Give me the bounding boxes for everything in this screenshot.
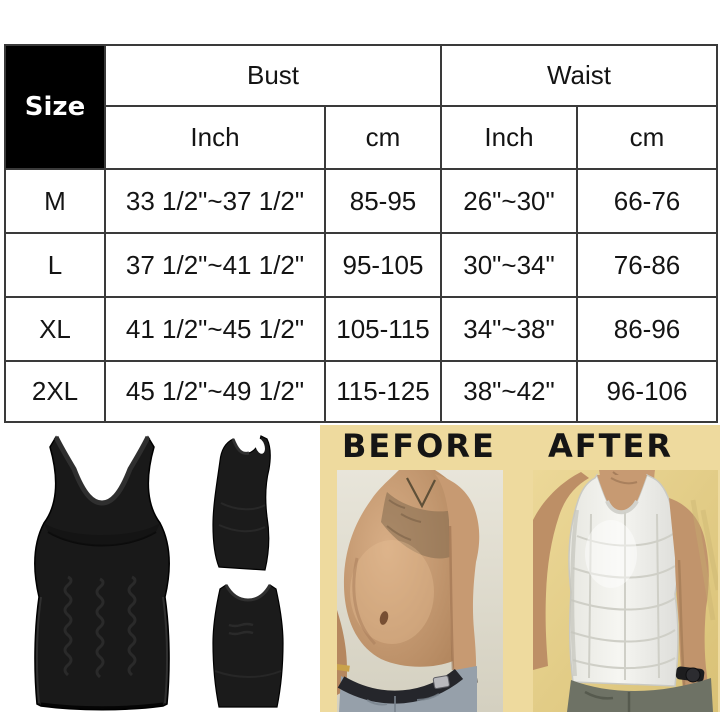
waist-group-header: Waist [439, 44, 719, 107]
bust-cm-header: cm [324, 104, 442, 171]
sub-header-row: Inch cm Inch cm [5, 104, 719, 171]
waist-cm-header: cm [575, 104, 719, 171]
size-corner-cell: Size [4, 44, 106, 170]
before-label: BEFORE [342, 427, 496, 465]
group-header-row: Size Bust Waist [4, 44, 719, 170]
before-after-panel: BEFORE AFTER [320, 425, 720, 712]
bust-inch-cell: 37 1/2"~41 1/2" [104, 232, 326, 298]
waist-inch-header: Inch [440, 104, 578, 171]
size-cell: M [4, 168, 106, 234]
bust-group-header: Bust [104, 44, 442, 107]
waist-inch-cell: 30"~34" [440, 232, 578, 298]
bust-cm-cell: 85-95 [324, 168, 442, 234]
table-row-l: L 37 1/2"~41 1/2" 95-105 30"~34" 76-86 [4, 232, 719, 298]
vest-front-image [34, 435, 170, 711]
table-row-m: M 33 1/2"~37 1/2" 85-95 26"~30" 66-76 [4, 168, 719, 234]
waist-inch-cell: 34"~38" [440, 296, 578, 362]
waist-cm-cell: 66-76 [575, 168, 719, 234]
waist-inch-cell: 26"~30" [440, 168, 578, 234]
bust-inch-header: Inch [104, 104, 326, 171]
table-row-2xl: 2XL 45 1/2"~49 1/2" 115-125 38"~42" 96-1… [4, 360, 719, 423]
before-photo [337, 470, 503, 712]
waist-cm-cell: 76-86 [575, 232, 719, 298]
table-row-xl: XL 41 1/2"~45 1/2" 105-115 34"~38" 86-96 [4, 296, 719, 362]
after-label: AFTER [548, 427, 673, 465]
after-photo [533, 470, 718, 712]
waist-inch-cell: 38"~42" [440, 360, 578, 423]
waist-cm-cell: 96-106 [575, 360, 719, 423]
bust-inch-cell: 33 1/2"~37 1/2" [104, 168, 326, 234]
size-cell: XL [4, 296, 106, 362]
vest-back-image [212, 584, 284, 708]
bust-cm-cell: 115-125 [324, 360, 442, 423]
size-cell: 2XL [4, 360, 106, 423]
product-photo-strip: BEFORE AFTER [0, 425, 720, 715]
bust-cm-cell: 95-105 [324, 232, 442, 298]
size-cell: L [4, 232, 106, 298]
waist-cm-cell: 86-96 [575, 296, 719, 362]
bust-inch-cell: 45 1/2"~49 1/2" [104, 360, 326, 423]
bust-cm-cell: 105-115 [324, 296, 442, 362]
size-chart-table: Size Bust Waist Inch cm Inch cm M 33 1/2… [4, 44, 719, 423]
bust-inch-cell: 41 1/2"~45 1/2" [104, 296, 326, 362]
vest-side-image [212, 435, 271, 571]
